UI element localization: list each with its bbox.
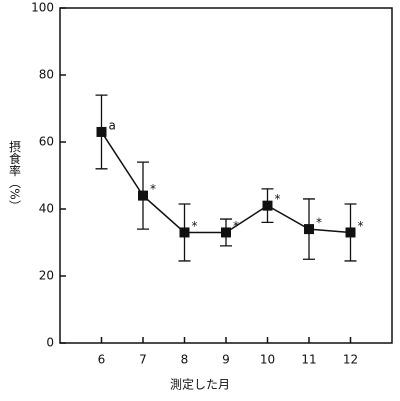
x-tick-label: 12 — [343, 353, 358, 367]
annotation: * — [358, 219, 364, 233]
y-tick-label: 0 — [46, 336, 54, 350]
point — [221, 227, 231, 238]
annotation: * — [316, 216, 322, 230]
y-tick-label: 100 — [31, 1, 54, 15]
point — [262, 200, 273, 211]
y-axis-label: 摂食率（%） — [8, 139, 22, 212]
annotation: * — [192, 219, 198, 233]
x-axis-label: 測定した月 — [170, 377, 230, 392]
annotation: * — [233, 219, 239, 233]
y-tick-label: 20 — [39, 269, 54, 283]
x-tick-label: 7 — [139, 353, 147, 367]
y-tick-label: 60 — [39, 135, 54, 149]
x-tick-label: 10 — [260, 353, 275, 367]
x-tick-label: 11 — [301, 353, 316, 367]
x-tick-label: 6 — [98, 353, 106, 367]
x-tick-label: 9 — [222, 353, 230, 367]
annotation: * — [150, 182, 156, 196]
point — [96, 126, 107, 137]
x-tick-label: 8 — [181, 353, 189, 367]
point — [345, 227, 356, 238]
plot-frame — [59, 7, 393, 344]
point — [304, 224, 314, 235]
y-tick-label: 80 — [39, 68, 54, 82]
annotation: * — [275, 192, 281, 206]
series-line — [100, 131, 351, 234]
point — [179, 227, 190, 238]
point — [138, 190, 148, 201]
annotation: a — [109, 118, 116, 132]
y-tick-label: 40 — [39, 202, 54, 216]
